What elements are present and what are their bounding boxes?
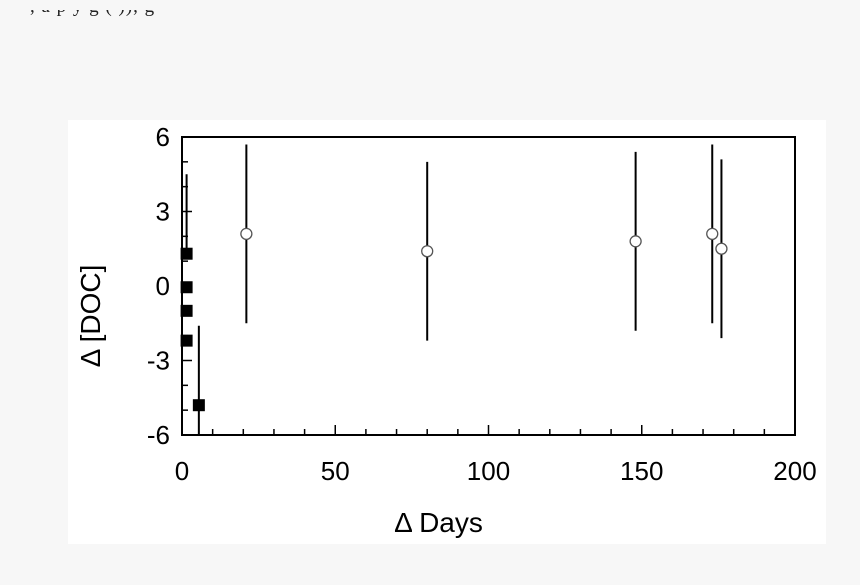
caption-fragment: , a p y g ( )), g	[0, 10, 860, 50]
y-tick-label: 3	[156, 197, 170, 227]
x-axis-label: Δ Days	[394, 507, 483, 538]
data-point-square	[180, 304, 193, 317]
x-tick-label: 50	[321, 456, 350, 486]
data-point-square	[180, 334, 193, 347]
y-tick-label: 6	[156, 122, 170, 152]
data-point-circle	[240, 227, 253, 240]
chart-panel: 0 50 100 150 200 -6 -3 0 3 6 Δ Days Δ [DOC]	[68, 120, 826, 544]
y-tick-label: 0	[156, 271, 170, 301]
data-point-circle	[706, 227, 719, 240]
data-point-circle	[715, 242, 728, 255]
x-tick-label: 100	[467, 456, 510, 486]
x-tick-label: 200	[773, 456, 816, 486]
x-tick-label: 150	[620, 456, 663, 486]
y-axis-label: Δ [DOC]	[75, 265, 106, 368]
y-tick-label: -3	[147, 346, 170, 376]
x-tick-label: 0	[175, 456, 189, 486]
data-point-circle	[421, 245, 434, 258]
data-point-circle	[629, 235, 642, 248]
data-point-square	[180, 247, 193, 260]
data-point-square	[192, 399, 205, 412]
data-point-square	[180, 281, 193, 294]
scatter-chart: 0 50 100 150 200 -6 -3 0 3 6 Δ Days Δ [DOC]	[75, 122, 817, 538]
caption-fragment-text: , a p y g ( )), g	[30, 10, 155, 18]
y-tick-label: -6	[147, 420, 170, 450]
plot-frame	[181, 136, 796, 436]
